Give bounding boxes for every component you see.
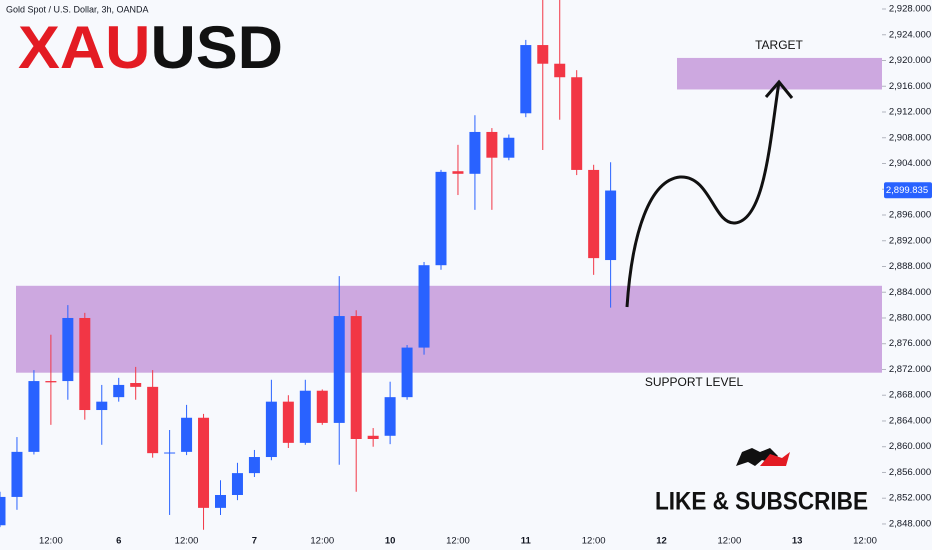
x-tick-label: 6 — [116, 536, 121, 547]
candle-body — [215, 494, 226, 508]
zone-label: SUPPORT LEVEL — [645, 375, 744, 389]
price-label-box — [884, 182, 932, 199]
zone-label: TARGET — [755, 38, 803, 52]
candle-body — [503, 137, 515, 158]
candle-body — [79, 317, 91, 411]
y-tick-label: 2,876.000 — [889, 338, 931, 349]
x-tick-label: 12 — [656, 536, 667, 547]
price-label: 2,899.835 — [886, 185, 928, 196]
candle-body — [418, 265, 430, 348]
candle-body — [11, 451, 23, 497]
y-tick-label: 2,872.000 — [889, 364, 931, 375]
x-tick-label: 12:00 — [582, 536, 606, 547]
candle-body — [367, 435, 379, 439]
y-tick-label: 2,928.000 — [889, 4, 931, 15]
x-tick-label: 12:00 — [310, 536, 334, 547]
y-tick-label: 2,868.000 — [889, 390, 931, 401]
candle-body — [113, 384, 125, 398]
candle-body — [571, 77, 583, 170]
y-tick-label: 2,852.000 — [889, 493, 931, 504]
candle-body — [452, 171, 464, 174]
candle-body — [588, 169, 600, 259]
candle-body — [469, 131, 481, 174]
arrow-head — [764, 79, 794, 99]
forecast-arrow — [625, 81, 781, 308]
candles — [0, 0, 617, 530]
y-tick-label: 2,892.000 — [889, 235, 931, 246]
y-tick-label: 2,896.000 — [889, 210, 931, 221]
candle-body — [0, 496, 6, 526]
y-tick-label: 2,884.000 — [889, 287, 931, 298]
axes: 2,848.000 2,852.000 2,856.000 2,860.000 2,86… — [39, 4, 932, 547]
y-tick-label: 2,912.000 — [889, 107, 931, 118]
candle-body — [282, 401, 294, 443]
x-tick-label: 12:00 — [39, 536, 63, 547]
x-tick-label: 12:00 — [175, 536, 199, 547]
candle-body — [130, 382, 142, 387]
candle-body — [198, 417, 210, 508]
chart-title: XAUUSD — [18, 14, 283, 81]
promo-text: LIKE & SUBSCRIBE — [655, 488, 868, 516]
x-tick-label: 12:00 — [446, 536, 470, 547]
y-tick-label: 2,920.000 — [889, 55, 931, 66]
candle-body — [605, 190, 617, 261]
candle-body — [45, 381, 57, 383]
candle-body — [333, 316, 345, 423]
candle-body — [96, 401, 108, 411]
y-tick-label: 2,856.000 — [889, 467, 931, 478]
zones — [16, 57, 882, 373]
y-tick-label: 2,860.000 — [889, 441, 931, 452]
y-tick-label: 2,904.000 — [889, 158, 931, 169]
candle-body — [537, 45, 549, 64]
x-tick-label: 7 — [252, 536, 257, 547]
bear-icon — [736, 448, 778, 466]
y-tick-label: 2,880.000 — [889, 312, 931, 323]
chart-subtitle: Gold Spot / U.S. Dollar, 3h, OANDA — [6, 4, 149, 14]
x-tick-label: 11 — [521, 536, 532, 547]
x-tick-label: 12:00 — [853, 536, 877, 547]
y-tick-label: 2,848.000 — [889, 518, 931, 529]
bull-icon — [760, 452, 790, 466]
candle-body — [265, 401, 277, 458]
candle-body — [181, 417, 193, 452]
zone — [16, 285, 882, 373]
candle-body — [62, 317, 74, 382]
candle-body — [164, 452, 176, 454]
x-tick-label: 10 — [385, 536, 396, 547]
candle-body — [299, 390, 311, 443]
x-tick-label: 12:00 — [717, 536, 741, 547]
candle-body — [147, 386, 159, 454]
candle-body — [435, 171, 447, 266]
y-tick-label: 2,888.000 — [889, 261, 931, 272]
candle-body — [316, 390, 328, 423]
y-tick-label: 2,924.000 — [889, 29, 931, 40]
x-tick-label: 13 — [792, 536, 803, 547]
y-tick-label: 2,864.000 — [889, 415, 931, 426]
candle-body — [384, 397, 396, 436]
candle-body — [350, 316, 362, 439]
y-tick-label: 2,908.000 — [889, 132, 931, 143]
candle-body — [486, 131, 498, 158]
candle-body — [401, 347, 413, 398]
logo — [736, 448, 790, 466]
candle-body — [554, 63, 566, 78]
candle-body — [248, 457, 260, 474]
y-tick-label: 2,916.000 — [889, 81, 931, 92]
candle-body — [520, 45, 532, 114]
candle-body — [231, 473, 243, 495]
candle-body — [28, 381, 40, 452]
